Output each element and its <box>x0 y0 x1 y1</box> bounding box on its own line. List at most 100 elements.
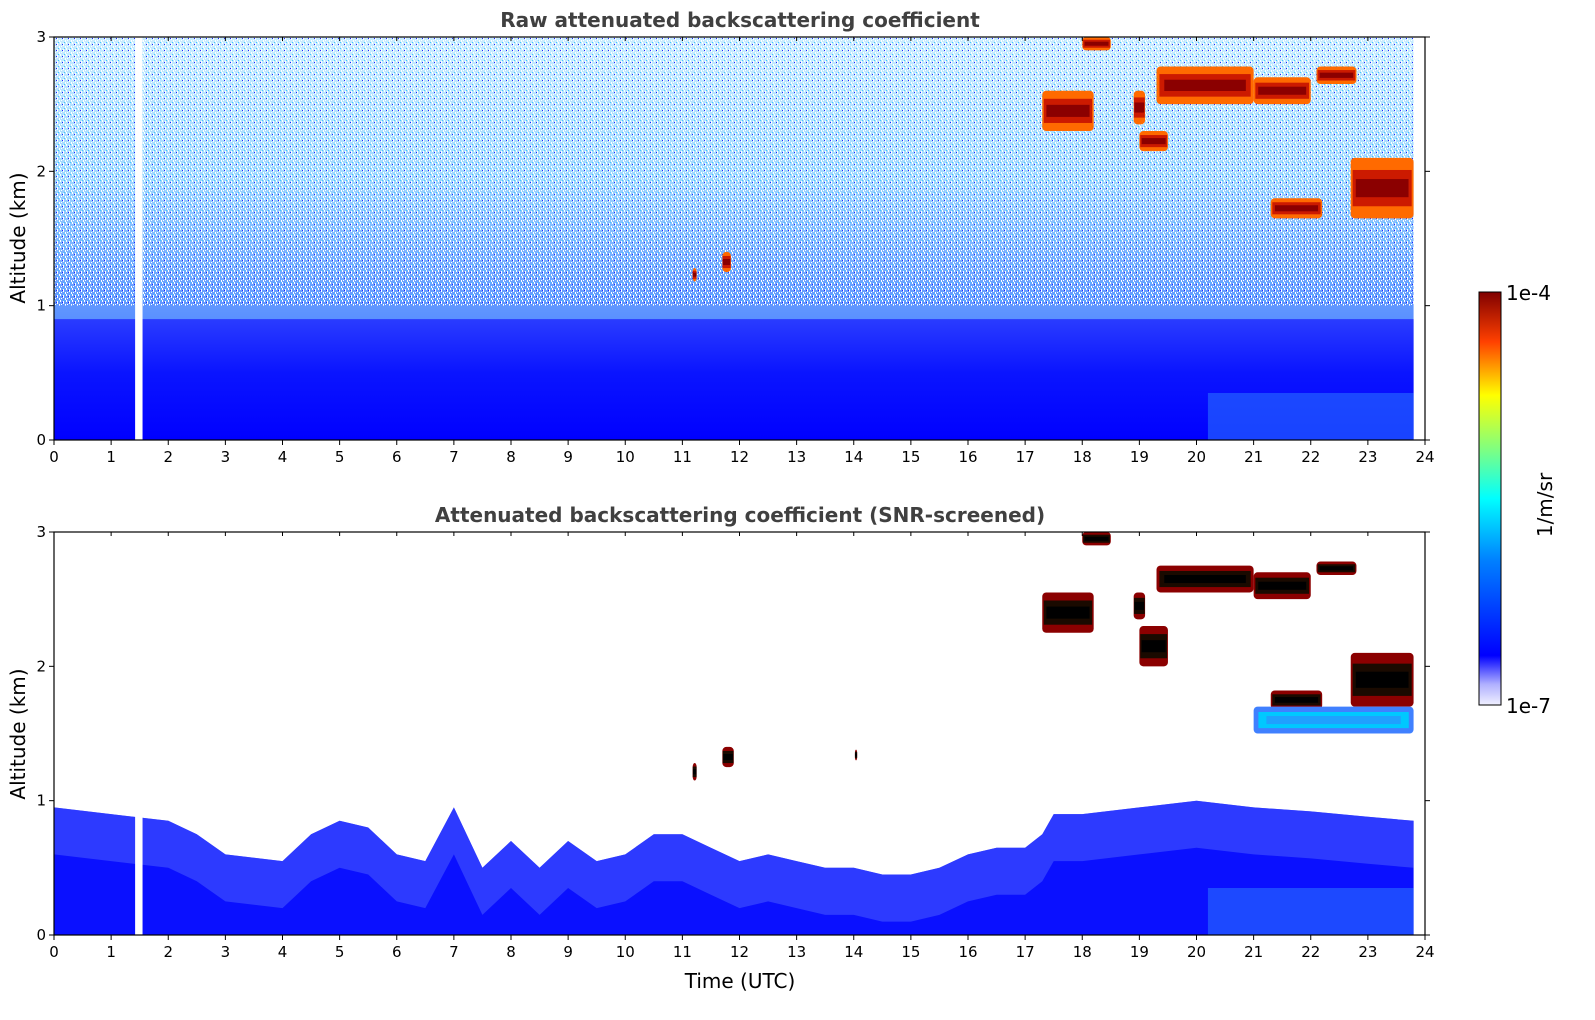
x-tick-label: 17 <box>1016 448 1035 466</box>
panel2-cloud-feature <box>1350 652 1414 707</box>
panel1-data-gap <box>135 37 143 440</box>
panel2-cloud-feature <box>1156 565 1254 593</box>
colorbar-gradient <box>1478 291 1502 706</box>
x-tick-label: 4 <box>278 448 288 466</box>
y-tick-label: 1 <box>36 297 46 315</box>
panel2-x-label: Time (UTC) <box>684 969 796 993</box>
y-tick-label: 2 <box>36 657 46 675</box>
panel2-cloud-feature <box>1316 561 1357 575</box>
x-tick-label: 2 <box>163 448 173 466</box>
x-tick-label: 9 <box>563 448 573 466</box>
panel2-cloud-feature <box>1082 532 1111 546</box>
x-tick-label: 13 <box>787 448 806 466</box>
panel2-y-ticks: 0 1 2 3 <box>36 523 1430 944</box>
x-tick-label: 14 <box>844 943 863 961</box>
x-tick-label: 13 <box>787 943 806 961</box>
panel1-cloud-feature <box>692 268 697 282</box>
x-tick-label: 1 <box>106 448 116 466</box>
y-tick-label: 0 <box>36 431 46 449</box>
x-tick-label: 5 <box>335 943 345 961</box>
panel1-field <box>54 37 1414 440</box>
x-tick-label: 5 <box>335 448 345 466</box>
raw-backscatter-panel: Raw attenuated backscattering coefficien… <box>6 8 1435 466</box>
x-tick-label: 7 <box>449 943 459 961</box>
x-tick-label: 23 <box>1358 943 1377 961</box>
x-tick-label: 20 <box>1187 943 1206 961</box>
panel1-cloud-feature <box>1253 77 1311 105</box>
x-tick-label: 8 <box>506 448 516 466</box>
colorbar-unit-label: 1/m/sr <box>1533 472 1557 537</box>
x-tick-label: 24 <box>1415 943 1434 961</box>
x-tick-label: 12 <box>730 943 749 961</box>
colorbar: 1e-4 1e-7 1/m/sr <box>1478 281 1557 718</box>
panel2-cloud-feature <box>1253 706 1414 734</box>
x-tick-label: 11 <box>673 448 692 466</box>
x-tick-label: 21 <box>1244 448 1263 466</box>
panel2-cloud-feature <box>854 749 858 761</box>
x-tick-label: 20 <box>1187 448 1206 466</box>
panel1-cloud-feature <box>1042 90 1094 132</box>
colorbar-max-label: 1e-4 <box>1506 281 1551 305</box>
x-tick-label: 1 <box>106 943 116 961</box>
panel2-cloud-feature <box>692 763 697 781</box>
x-tick-label: 7 <box>449 448 459 466</box>
panel1-surface-patch <box>1207 392 1414 440</box>
x-tick-label: 14 <box>844 448 863 466</box>
x-tick-label: 22 <box>1301 448 1320 466</box>
x-tick-label: 8 <box>506 943 516 961</box>
x-tick-label: 2 <box>163 943 173 961</box>
x-tick-label: 16 <box>958 448 977 466</box>
panel2-cloud-feature <box>1253 572 1311 600</box>
snr-screened-panel: Attenuated backscattering coefficient (S… <box>6 503 1435 993</box>
x-tick-label: 6 <box>392 448 402 466</box>
x-tick-label: 10 <box>616 448 635 466</box>
panel2-cloud-feature <box>1139 626 1168 667</box>
x-tick-label: 15 <box>901 448 920 466</box>
x-tick-label: 18 <box>1073 448 1092 466</box>
x-tick-label: 10 <box>616 943 635 961</box>
panel1-cloud-feature <box>1139 131 1168 152</box>
panel1-cloud-feature <box>1156 66 1254 105</box>
panel2-boundary-layer-top <box>54 800 1414 922</box>
x-tick-label: 15 <box>901 943 920 961</box>
panel2-y-label: Altitude (km) <box>6 668 30 799</box>
panel2-field <box>54 532 1414 935</box>
panel1-cloud-feature <box>1350 157 1414 219</box>
panel1-surface-layer <box>54 319 1414 440</box>
y-tick-label: 2 <box>36 162 46 180</box>
panel2-title: Attenuated backscattering coefficient (S… <box>435 503 1045 527</box>
x-tick-label: 18 <box>1073 943 1092 961</box>
x-tick-label: 24 <box>1415 448 1434 466</box>
panel2-data-gap <box>135 807 143 935</box>
x-tick-label: 6 <box>392 943 402 961</box>
x-tick-label: 16 <box>958 943 977 961</box>
panel2-x-ticks: 0 1 2 3 4 5 6 7 8 9 10 11 12 13 14 15 16 17 18 19 20 21 22 23 24 <box>49 532 1435 961</box>
x-tick-label: 0 <box>49 448 59 466</box>
panel1-cloud-feature <box>1316 66 1357 85</box>
panel1-x-ticks: 0 1 2 3 4 5 6 7 8 9 10 11 12 13 14 15 16 17 18 19 20 21 22 23 24 <box>49 37 1435 466</box>
x-tick-label: 0 <box>49 943 59 961</box>
panel2-cloud-feature <box>1042 592 1094 633</box>
panel1-cloud-feature <box>722 251 731 273</box>
panel2-cloud-feature <box>1270 690 1323 710</box>
x-tick-label: 3 <box>221 448 231 466</box>
panel1-cloud-feature <box>1133 90 1146 125</box>
panel2-surface-patch <box>1207 887 1414 935</box>
x-tick-label: 12 <box>730 448 749 466</box>
panel1-title: Raw attenuated backscattering coefficien… <box>500 8 980 32</box>
colorbar-min-label: 1e-7 <box>1506 694 1551 718</box>
y-tick-label: 3 <box>36 523 46 541</box>
panel2-cloud-feature <box>722 746 734 768</box>
x-tick-label: 21 <box>1244 943 1263 961</box>
panel1-y-label: Altitude (km) <box>6 172 30 303</box>
x-tick-label: 3 <box>221 943 231 961</box>
y-tick-label: 0 <box>36 926 46 944</box>
y-tick-label: 3 <box>36 28 46 46</box>
x-tick-label: 11 <box>673 943 692 961</box>
x-tick-label: 23 <box>1358 448 1377 466</box>
panel1-cloud-feature <box>1082 37 1111 51</box>
x-tick-label: 22 <box>1301 943 1320 961</box>
panel1-cloud-feature <box>1270 198 1323 219</box>
x-tick-label: 19 <box>1130 448 1149 466</box>
